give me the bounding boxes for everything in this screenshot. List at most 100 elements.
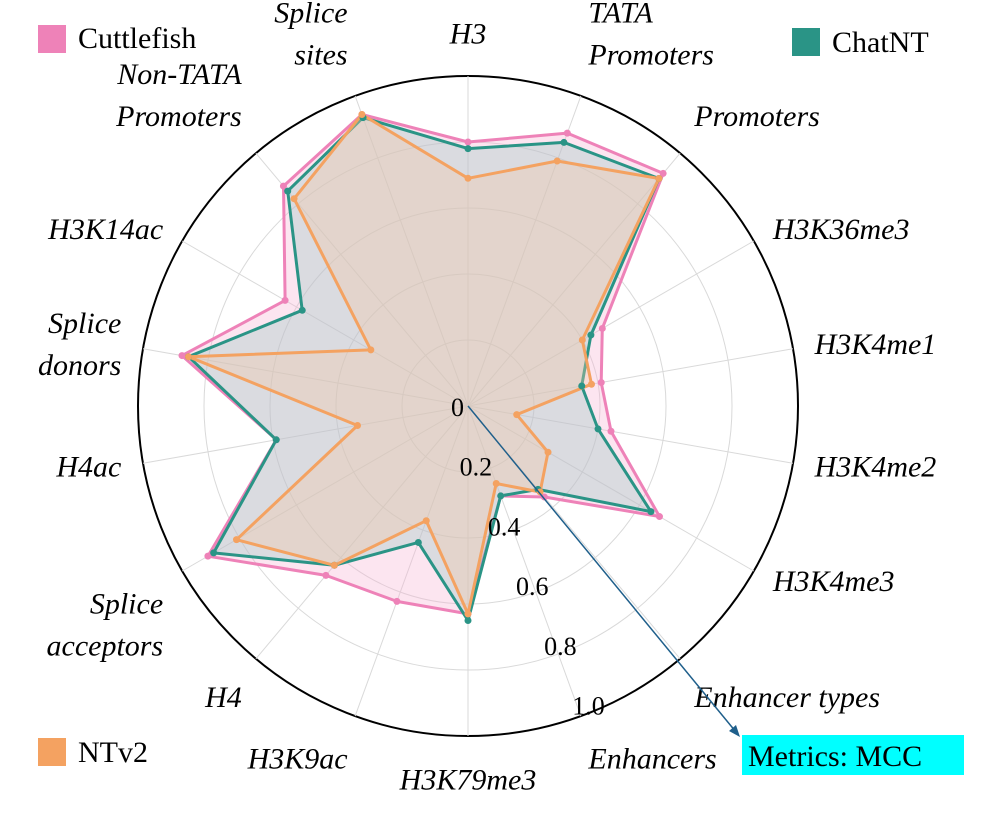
axis-label: Splice sites	[274, 0, 347, 72]
grid-spoke	[181, 405, 469, 572]
data-point-chatnt	[497, 492, 505, 500]
axis-label-line: Splice	[274, 0, 347, 30]
data-point-ntv2	[464, 610, 472, 618]
axis-label-line: H3	[449, 18, 487, 51]
axis-label: TATA Promoters	[587, 0, 714, 72]
axis-label: H3K4me1	[814, 328, 937, 361]
data-point-chatnt	[594, 425, 602, 433]
axis-label-line: Non-TATA	[116, 58, 242, 91]
axis-label: H4ac	[55, 450, 121, 483]
axis-label: H3K4me2	[814, 450, 937, 483]
data-point-ntv2	[233, 536, 241, 544]
axis-label: H3K79me3	[399, 764, 537, 797]
grid-spoke	[255, 152, 469, 407]
grid-spoke	[467, 405, 755, 572]
legend-item-cuttlefish[interactable]: Cuttlefish	[38, 22, 196, 55]
axis-label-line: H3K4me2	[814, 450, 937, 483]
data-point-ntv2	[358, 111, 366, 119]
axis-label-line: Splice	[90, 588, 163, 621]
axis-label-line: H3K14ac	[47, 213, 163, 246]
axis-label-line: H4	[204, 681, 242, 714]
data-point-chatnt	[414, 538, 422, 546]
radial-tick-label: 1.0	[572, 691, 605, 720]
grid-spoke	[354, 95, 469, 407]
data-point-ntv2	[367, 346, 375, 354]
legend: Cuttlefish ChatNT NTv2	[38, 22, 929, 769]
annotation-arrowhead	[729, 725, 740, 737]
data-point-chatnt	[210, 549, 218, 557]
data-point-chatnt	[578, 382, 586, 390]
data-point-chatnt	[272, 436, 280, 444]
grid-spoke	[467, 240, 755, 407]
grid-spoke	[467, 348, 794, 407]
axis-label-line: H3K79me3	[399, 764, 537, 797]
data-point-chatnt	[647, 508, 655, 516]
legend-label-chatnt: ChatNT	[832, 26, 929, 59]
data-point-ntv2	[536, 488, 544, 496]
data-point-cuttlefish	[464, 138, 472, 146]
data-point-cuttlefish	[607, 427, 615, 435]
axis-label: H3K14ac	[47, 213, 163, 246]
metric-annotation: Metrics: MCC	[467, 405, 964, 775]
data-point-chatnt	[464, 617, 472, 624]
data-point-cuttlefish	[393, 597, 401, 605]
axis-label-line: TATA	[588, 0, 653, 30]
series-layer	[178, 111, 667, 624]
grid-spoke	[255, 405, 469, 660]
axis-label-line: H3K36me3	[772, 213, 910, 246]
grid-spoke	[467, 405, 794, 464]
data-point-ntv2	[354, 421, 362, 429]
data-point-cuttlefish	[597, 379, 605, 387]
axis-label-line: sites	[294, 39, 347, 72]
data-point-ntv2	[655, 174, 663, 182]
axis-label: Enhancers	[587, 742, 716, 775]
data-point-chatnt	[464, 145, 472, 153]
data-point-ntv2	[578, 336, 586, 344]
data-point-chatnt	[560, 138, 568, 146]
grid-spoke	[142, 405, 469, 464]
radial-tick-label: 0	[451, 393, 464, 422]
axis-label: Splice donors	[38, 307, 121, 382]
axis-label: Enhancer types	[693, 681, 880, 714]
axis-label: H4	[204, 681, 242, 714]
axis-label-line: Promoters	[587, 39, 714, 72]
axis-labels: H3 TATA Promoters Promoters H3K36me3 H3K4me1 H…	[38, 0, 937, 797]
data-point-cuttlefish	[279, 182, 287, 190]
axis-label-line: Enhancers	[587, 742, 716, 775]
axis-label-line: H3K4me1	[814, 328, 937, 361]
data-point-cuttlefish	[178, 352, 186, 360]
axis-label: H3	[449, 18, 487, 51]
data-point-ntv2	[330, 561, 338, 569]
data-point-ntv2	[553, 157, 561, 165]
data-point-ntv2	[544, 448, 552, 456]
data-point-ntv2	[464, 174, 472, 182]
legend-swatch-ntv2	[38, 738, 66, 766]
legend-item-ntv2[interactable]: NTv2	[38, 736, 148, 769]
data-point-cuttlefish	[598, 324, 606, 332]
axis-label: H3K4me3	[772, 565, 895, 598]
axis-label: Splice acceptors	[47, 588, 164, 663]
annotation-text: Metrics: MCC	[748, 740, 922, 773]
legend-label-ntv2: NTv2	[78, 736, 148, 769]
annotation-arrow	[467, 405, 737, 733]
axis-label-line: acceptors	[47, 630, 164, 663]
axis-label: Non-TATA Promoters	[115, 58, 242, 133]
axis-label-line: H4ac	[55, 450, 121, 483]
legend-swatch-chatnt	[792, 28, 820, 56]
axis-label-line: H3K4me3	[772, 565, 895, 598]
grid-spoke	[467, 95, 582, 407]
data-point-chatnt	[298, 306, 306, 314]
radial-tick-label: 0.4	[488, 512, 521, 541]
data-point-ntv2	[290, 195, 298, 203]
axis-label-line: H3K9ac	[247, 742, 348, 775]
data-point-cuttlefish	[655, 513, 663, 521]
legend-label-cuttlefish: Cuttlefish	[78, 22, 196, 55]
data-point-ntv2	[513, 411, 521, 419]
data-point-cuttlefish	[322, 571, 330, 579]
data-point-cuttlefish	[281, 296, 289, 304]
data-point-cuttlefish	[540, 493, 548, 501]
axis-label: Promoters	[693, 100, 820, 133]
legend-item-chatnt[interactable]: ChatNT	[792, 26, 929, 59]
annotation-box	[742, 735, 964, 775]
